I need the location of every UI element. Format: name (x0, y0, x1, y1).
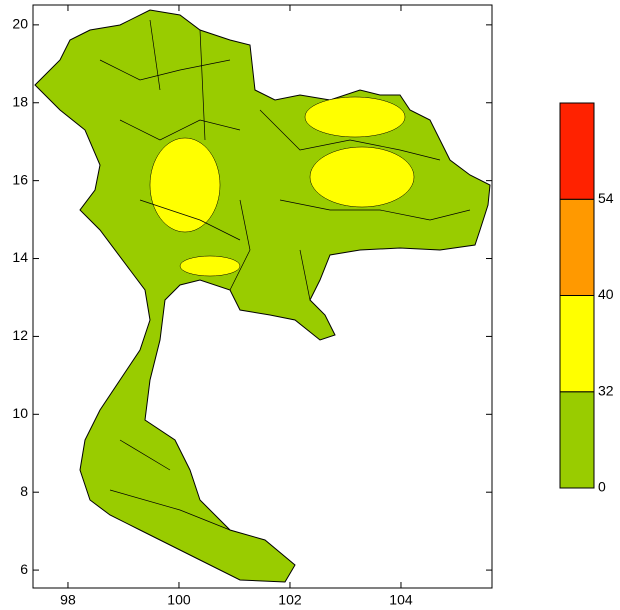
y-tick-label: 8 (20, 483, 28, 499)
x-tick-label: 100 (167, 592, 191, 608)
land (34, 9, 491, 583)
colorbar-segment (559, 102, 595, 200)
x-tick-label: 98 (60, 592, 76, 608)
zone-patch (179, 255, 241, 277)
y-tick-label: 14 (12, 249, 28, 265)
y-tick-label: 12 (12, 327, 28, 343)
y-tick-label: 6 (20, 561, 28, 577)
zone-patch (309, 146, 415, 208)
colorbar-label: 0 (598, 479, 606, 495)
colorbar-label: 40 (598, 286, 614, 302)
zone-patch (304, 96, 406, 138)
colorbar-label: 32 (598, 382, 614, 398)
x-tick-label: 104 (389, 592, 413, 608)
y-tick-label: 16 (12, 171, 28, 187)
y-tick-label: 20 (12, 16, 28, 32)
colorbar-label: 54 (598, 190, 614, 206)
colorbar-segment (559, 295, 595, 393)
y-tick-label: 18 (12, 93, 28, 109)
colorbar-segment (559, 198, 595, 296)
zone-patch (149, 137, 221, 233)
colorbar-segment (559, 391, 595, 489)
x-tick-label: 102 (278, 592, 302, 608)
y-tick-label: 10 (12, 405, 28, 421)
province-borders (99, 19, 471, 531)
